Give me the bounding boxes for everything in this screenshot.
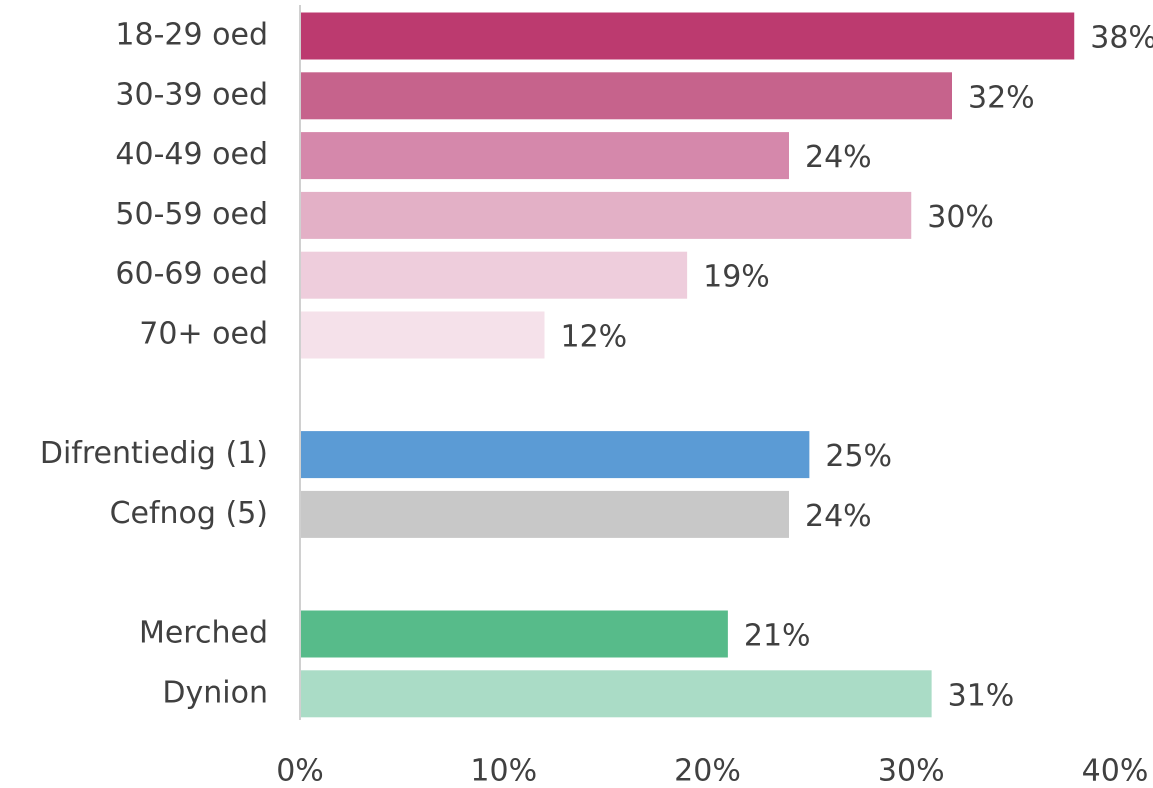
value-label: 19% [703, 260, 770, 295]
x-tick-label: 20% [674, 754, 741, 788]
category-label: Cefnog (5) [110, 496, 268, 531]
bar [300, 610, 728, 658]
bar [300, 12, 1075, 60]
category-label: 40-49 oed [115, 137, 268, 172]
x-tick-label: 40% [1082, 754, 1149, 788]
bar [300, 431, 810, 479]
category-label: Dynion [162, 675, 268, 710]
value-label: 38% [1090, 21, 1153, 56]
value-label: 21% [744, 619, 811, 654]
x-tick-label: 30% [878, 754, 945, 788]
x-tick-label: 0% [276, 754, 324, 788]
category-label: 18-29 oed [115, 18, 268, 53]
value-label: 31% [948, 678, 1015, 713]
value-label: 12% [561, 320, 628, 355]
category-label: 60-69 oed [115, 257, 268, 292]
category-label: Merched [139, 616, 268, 651]
value-label: 25% [825, 439, 892, 474]
bar [300, 72, 952, 120]
category-label: Difrentiedig (1) [40, 436, 268, 471]
bar [300, 670, 932, 718]
bar [300, 132, 789, 180]
x-tick-label: 10% [470, 754, 537, 788]
bar [300, 251, 688, 299]
value-label: 30% [927, 200, 994, 235]
value-label: 24% [805, 140, 872, 175]
value-label: 32% [968, 80, 1035, 115]
category-label: 30-39 oed [115, 77, 268, 112]
category-label: 70+ oed [139, 317, 268, 352]
bar [300, 311, 545, 359]
category-label: 50-59 oed [115, 197, 268, 232]
bar [300, 490, 789, 538]
bar [300, 191, 912, 239]
value-label: 24% [805, 499, 872, 534]
